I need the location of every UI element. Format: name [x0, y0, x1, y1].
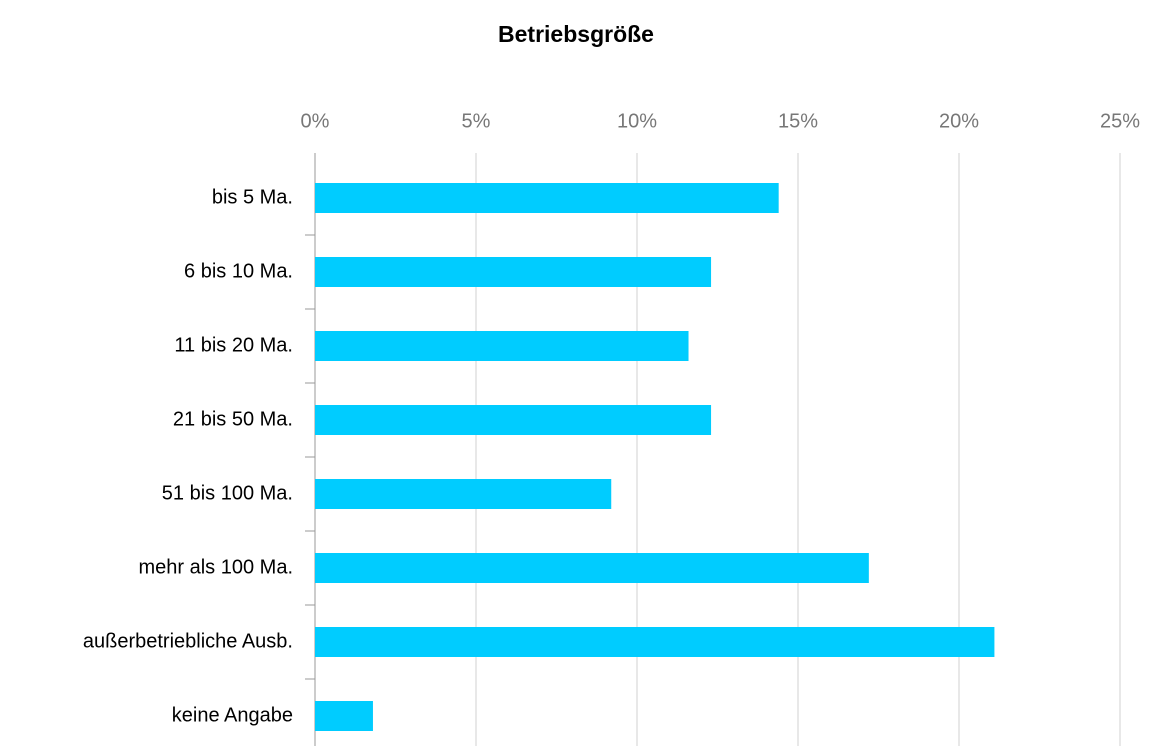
y-tick-label: 21 bis 50 Ma.	[173, 408, 293, 430]
y-tick-label: mehr als 100 Ma.	[138, 556, 293, 578]
x-tick-label: 5%	[462, 110, 491, 132]
x-tick-label: 10%	[617, 110, 657, 132]
chart-title: Betriebsgröße	[498, 21, 654, 47]
y-tick-label: außerbetriebliche Ausb.	[83, 630, 293, 652]
bar	[315, 479, 612, 509]
bar	[315, 553, 869, 583]
y-tick-label: bis 5 Ma.	[212, 186, 293, 208]
x-tick-label: 15%	[778, 110, 818, 132]
y-tick-label: 11 bis 20 Ma.	[174, 334, 293, 356]
bar	[315, 183, 779, 213]
y-tick-label: 51 bis 100 Ma.	[162, 482, 293, 504]
bar	[315, 701, 373, 731]
bar	[315, 405, 712, 435]
bar	[315, 331, 689, 361]
x-tick-label: 0%	[301, 110, 330, 132]
x-tick-label: 25%	[1100, 110, 1140, 132]
bar	[315, 627, 995, 657]
x-tick-label: 20%	[939, 110, 979, 132]
bar	[315, 257, 712, 287]
y-tick-label: 6 bis 10 Ma.	[184, 260, 293, 282]
y-tick-label: keine Angabe	[172, 704, 293, 726]
